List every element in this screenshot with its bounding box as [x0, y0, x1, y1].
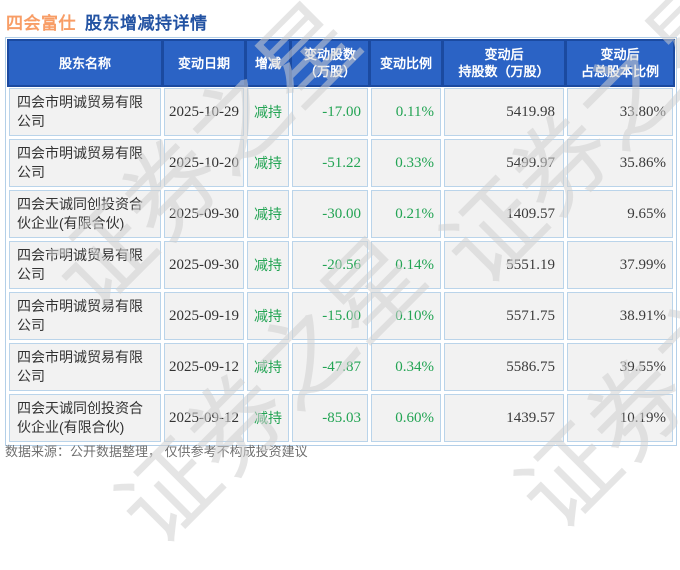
table-row: 四会天诚同创投资合伙企业(有限合伙) 2025-09-12 减持 -85.03 0.60…: [9, 394, 673, 442]
col-header-total-ratio-after: 变动后 占总股本比例: [565, 39, 675, 87]
table-header: 股东名称 变动日期 增减 变动股数 （万股） 变动比例 变动后 持股数（万股） …: [7, 39, 675, 87]
cell-name: 四会市明诚贸易有限公司: [9, 343, 161, 391]
cell-total_ratio_after: 33.80%: [567, 88, 673, 136]
cell-change_ratio: 0.60%: [371, 394, 441, 442]
table-row: 四会市明诚贸易有限公司 2025-10-29 减持 -17.00 0.11% 5419.9…: [9, 88, 673, 136]
cell-change_shares: -20.56: [292, 241, 368, 289]
col-header-change-shares: 变动股数 （万股）: [290, 39, 370, 87]
cell-date: 2025-10-29: [164, 88, 244, 136]
cell-shares_after: 1409.57: [444, 190, 564, 238]
cell-change_ratio: 0.21%: [371, 190, 441, 238]
cell-total_ratio_after: 38.91%: [567, 292, 673, 340]
cell-change_shares: -15.00: [292, 292, 368, 340]
cell-action: 减持: [247, 241, 289, 289]
cell-shares_after: 1439.57: [444, 394, 564, 442]
cell-name: 四会市明诚贸易有限公司: [9, 139, 161, 187]
cell-change_shares: -85.03: [292, 394, 368, 442]
cell-shares_after: 5419.98: [444, 88, 564, 136]
cell-change_ratio: 0.11%: [371, 88, 441, 136]
col-header-change-date: 变动日期: [162, 39, 246, 87]
table-row: 四会市明诚贸易有限公司 2025-10-20 减持 -51.22 0.33% 5499.9…: [9, 139, 673, 187]
cell-action: 减持: [247, 88, 289, 136]
cell-shares_after: 5551.19: [444, 241, 564, 289]
cell-shares_after: 5571.75: [444, 292, 564, 340]
cell-total_ratio_after: 39.55%: [567, 343, 673, 391]
cell-change_ratio: 0.14%: [371, 241, 441, 289]
cell-date: 2025-10-20: [164, 139, 244, 187]
cell-name: 四会天诚同创投资合伙企业(有限合伙): [9, 394, 161, 442]
cell-change_ratio: 0.10%: [371, 292, 441, 340]
table-row: 四会市明诚贸易有限公司 2025-09-30 减持 -20.56 0.14% 5551.1…: [9, 241, 673, 289]
stock-name: 四会富仕: [6, 14, 76, 33]
cell-shares_after: 5499.97: [444, 139, 564, 187]
table-row: 四会市明诚贸易有限公司 2025-09-12 减持 -47.87 0.34% 5586.7…: [9, 343, 673, 391]
cell-date: 2025-09-30: [164, 190, 244, 238]
header-row: 股东名称 变动日期 增减 变动股数 （万股） 变动比例 变动后 持股数（万股） …: [7, 39, 675, 87]
cell-name: 四会市明诚贸易有限公司: [9, 88, 161, 136]
cell-action: 减持: [247, 394, 289, 442]
cell-date: 2025-09-12: [164, 343, 244, 391]
cell-action: 减持: [247, 343, 289, 391]
cell-total_ratio_after: 10.19%: [567, 394, 673, 442]
page-title-text: 股东增减持详情: [85, 14, 208, 33]
cell-change_ratio: 0.34%: [371, 343, 441, 391]
cell-change_ratio: 0.33%: [371, 139, 441, 187]
cell-total_ratio_after: 37.99%: [567, 241, 673, 289]
col-header-change-ratio: 变动比例: [369, 39, 443, 87]
cell-total_ratio_after: 9.65%: [567, 190, 673, 238]
table-row: 四会市明诚贸易有限公司 2025-09-19 减持 -15.00 0.10% 5571.7…: [9, 292, 673, 340]
cell-shares_after: 5586.75: [444, 343, 564, 391]
cell-date: 2025-09-30: [164, 241, 244, 289]
col-header-shares-after: 变动后 持股数（万股）: [442, 39, 566, 87]
cell-action: 减持: [247, 292, 289, 340]
data-source-note: 数据来源：公开数据整理， 仅供参考不构成投资建议: [5, 444, 308, 459]
cell-date: 2025-09-12: [164, 394, 244, 442]
cell-name: 四会市明诚贸易有限公司: [9, 241, 161, 289]
col-header-action: 增减: [245, 39, 291, 87]
cell-name: 四会天诚同创投资合伙企业(有限合伙): [9, 190, 161, 238]
cell-change_shares: -47.87: [292, 343, 368, 391]
cell-date: 2025-09-19: [164, 292, 244, 340]
cell-change_shares: -51.22: [292, 139, 368, 187]
cell-change_shares: -30.00: [292, 190, 368, 238]
cell-change_shares: -17.00: [292, 88, 368, 136]
table-row: 四会天诚同创投资合伙企业(有限合伙) 2025-09-30 减持 -30.00 0.21…: [9, 190, 673, 238]
col-header-shareholder-name: 股东名称: [7, 39, 163, 87]
cell-total_ratio_after: 35.86%: [567, 139, 673, 187]
cell-name: 四会市明诚贸易有限公司: [9, 292, 161, 340]
shareholder-change-table: 股东名称 变动日期 增减 变动股数 （万股） 变动比例 变动后 持股数（万股） …: [5, 37, 677, 446]
cell-action: 减持: [247, 190, 289, 238]
page-title: 四会富仕 股东增减持详情: [0, 0, 680, 34]
cell-action: 减持: [247, 139, 289, 187]
table-body: 四会市明诚贸易有限公司 2025-10-29 减持 -17.00 0.11% 5419.9…: [9, 88, 673, 442]
